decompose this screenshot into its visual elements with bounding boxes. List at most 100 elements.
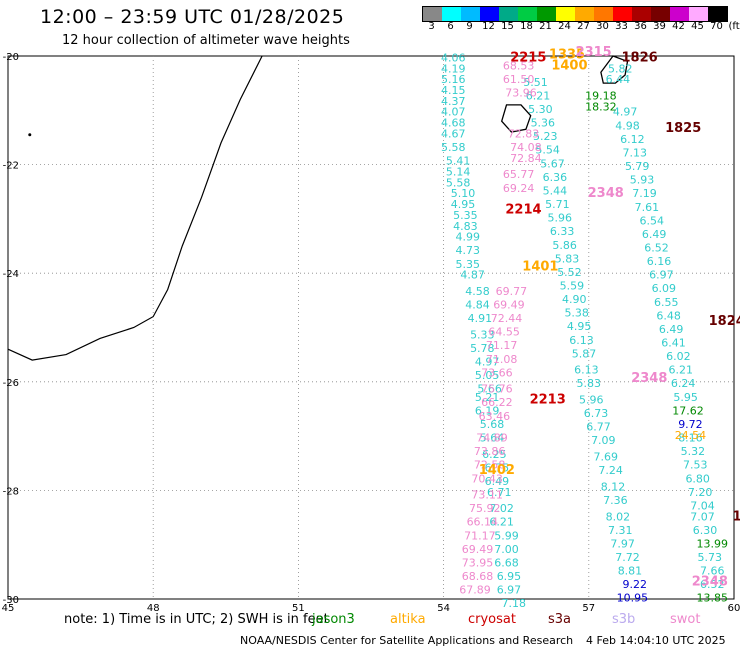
legend-satellite-cryosat: cryosat (468, 612, 516, 627)
wave-height-label: 5.51 (523, 76, 548, 89)
wave-height-label: 8.81 (618, 565, 643, 578)
color-scale-tick: 6 (447, 21, 454, 32)
color-scale-tick: 30 (596, 21, 609, 32)
wave-height-label: 66.14 (467, 516, 499, 529)
wave-height-label: 4.99 (456, 231, 481, 244)
pass-time-label: 2348 (631, 371, 667, 386)
wave-height-label: 4.95 (567, 320, 592, 333)
wave-height-label: 7.31 (608, 524, 633, 537)
color-swatch (461, 7, 480, 21)
color-scale-tick: 9 (466, 21, 473, 32)
color-scale-tick: 27 (577, 21, 590, 32)
color-scale-tick: 45 (691, 21, 704, 32)
wave-height-label: 5.41 (446, 155, 471, 168)
x-tick-label: 57 (582, 603, 595, 612)
wave-height-label: 71.08 (486, 353, 518, 366)
wave-height-label: 5.78 (470, 342, 495, 355)
wave-height-label: 5.95 (673, 391, 698, 404)
wave-height-label: 7.66 (700, 565, 725, 578)
wave-height-label: 73.11 (471, 489, 503, 502)
legend-satellite-altika: altika (390, 612, 426, 627)
wave-height-label: 6.55 (654, 296, 679, 309)
wave-height-label: 68.68 (462, 570, 494, 583)
wave-height-label: 4.84 (465, 298, 490, 311)
wave-height-label: 5.10 (451, 187, 476, 200)
wave-height-label: 66.22 (481, 396, 513, 409)
wave-height-label: 4.95 (451, 198, 476, 211)
island-reunion (500, 104, 532, 133)
wave-height-label: 5.67 (540, 157, 565, 170)
y-tick-label: -24 (3, 269, 19, 280)
wave-height-label: 6.13 (574, 364, 599, 377)
wave-height-label: 5.58 (441, 141, 466, 154)
wave-height-label: 6.48 (656, 309, 681, 322)
wave-height-label: 72.83 (508, 127, 540, 140)
wave-height-label: 6.49 (659, 323, 684, 336)
wave-height-label: 74.08 (510, 141, 542, 154)
color-scale-tick: 21 (539, 21, 552, 32)
wave-height-label: 5.33 (470, 328, 495, 341)
wave-height-label: 5.83 (577, 377, 602, 390)
wave-height-label: 4.07 (441, 106, 466, 119)
color-scale-tick: 36 (634, 21, 647, 32)
legend-satellite-s3a: s3a (548, 612, 572, 627)
wave-height-label: 6.19 (475, 404, 500, 417)
wave-height-label: 8.12 (601, 480, 626, 493)
wave-height-label: 5.58 (446, 176, 471, 189)
color-scale-tick: 12 (482, 21, 495, 32)
wave-height-label: 6.75 (485, 461, 510, 474)
x-tick-label: 54 (437, 603, 450, 612)
wave-height-label: 5.44 (543, 184, 568, 197)
x-tick-label: 60 (728, 603, 740, 612)
wave-height-label: 7.20 (688, 486, 713, 499)
wave-height-label: 6.68 (494, 556, 519, 569)
wave-height-label: 6.09 (652, 282, 677, 295)
wave-height-label: 5.35 (456, 258, 481, 271)
color-swatch (556, 7, 575, 21)
wave-height-label: 6.21 (526, 89, 551, 102)
wave-height-label: 5.32 (681, 445, 706, 458)
wave-height-label: 7.24 (598, 464, 623, 477)
wave-height-label: 6.80 (685, 472, 710, 485)
wave-height-label: 6.44 (606, 73, 631, 86)
wave-height-label: 6.30 (693, 524, 718, 537)
pass-time-label: 2214 (505, 202, 541, 217)
color-swatch (689, 7, 708, 21)
wave-height-label: 6.95 (497, 570, 522, 583)
wave-height-label: 5.52 (557, 266, 582, 279)
wave-height-label: 6.21 (669, 364, 694, 377)
color-scale-tick: 33 (615, 21, 628, 32)
wave-height-label: 10.95 (617, 592, 649, 605)
wave-height-label: 4.06 (441, 51, 466, 64)
wave-height-label: 74.89 (476, 432, 508, 445)
wave-height-label: 4.97 (475, 356, 500, 369)
wave-height-label: 7.72 (615, 551, 640, 564)
y-tick-label: -28 (3, 486, 19, 497)
y-tick-label: -22 (3, 161, 19, 172)
color-scale-unit: (ft) (728, 21, 740, 32)
pass-time-label: 2348 (692, 574, 728, 589)
wave-height-label: 4.91 (468, 312, 493, 325)
altimeter-map: 45 48 51 54 57 60-20-22-24-26-28-304.064.195.… (2, 45, 740, 612)
wave-height-label: 4.73 (456, 244, 481, 257)
color-scale-tick: 24 (558, 21, 571, 32)
wave-height-label: 5.79 (625, 160, 650, 173)
wave-height-label: 7.07 (690, 510, 715, 523)
y-tick-label: -30 (3, 595, 19, 606)
wave-height-label: 4.97 (613, 106, 638, 119)
wave-height-label: 17.62 (672, 404, 704, 417)
x-tick-label: 48 (147, 603, 160, 612)
wave-height-label: 6.24 (671, 377, 696, 390)
madagascar-coastline (7, 55, 263, 361)
wave-height-label: 6.97 (497, 584, 522, 597)
wave-height-label: 6.49 (485, 475, 510, 488)
legend-note: note: 1) Time is in UTC; 2) SWH is in fe… (64, 612, 329, 627)
pass-time-label: 2215 (510, 50, 546, 65)
wave-height-label: 6.41 (661, 337, 686, 350)
wave-height-label: 6.02 (666, 350, 691, 363)
pass-time-label: 2315 (576, 45, 612, 60)
pass-time-label: 1402 (479, 463, 515, 478)
wave-height-label: 19.18 (585, 89, 617, 102)
wave-height-label: 69.49 (462, 543, 494, 556)
